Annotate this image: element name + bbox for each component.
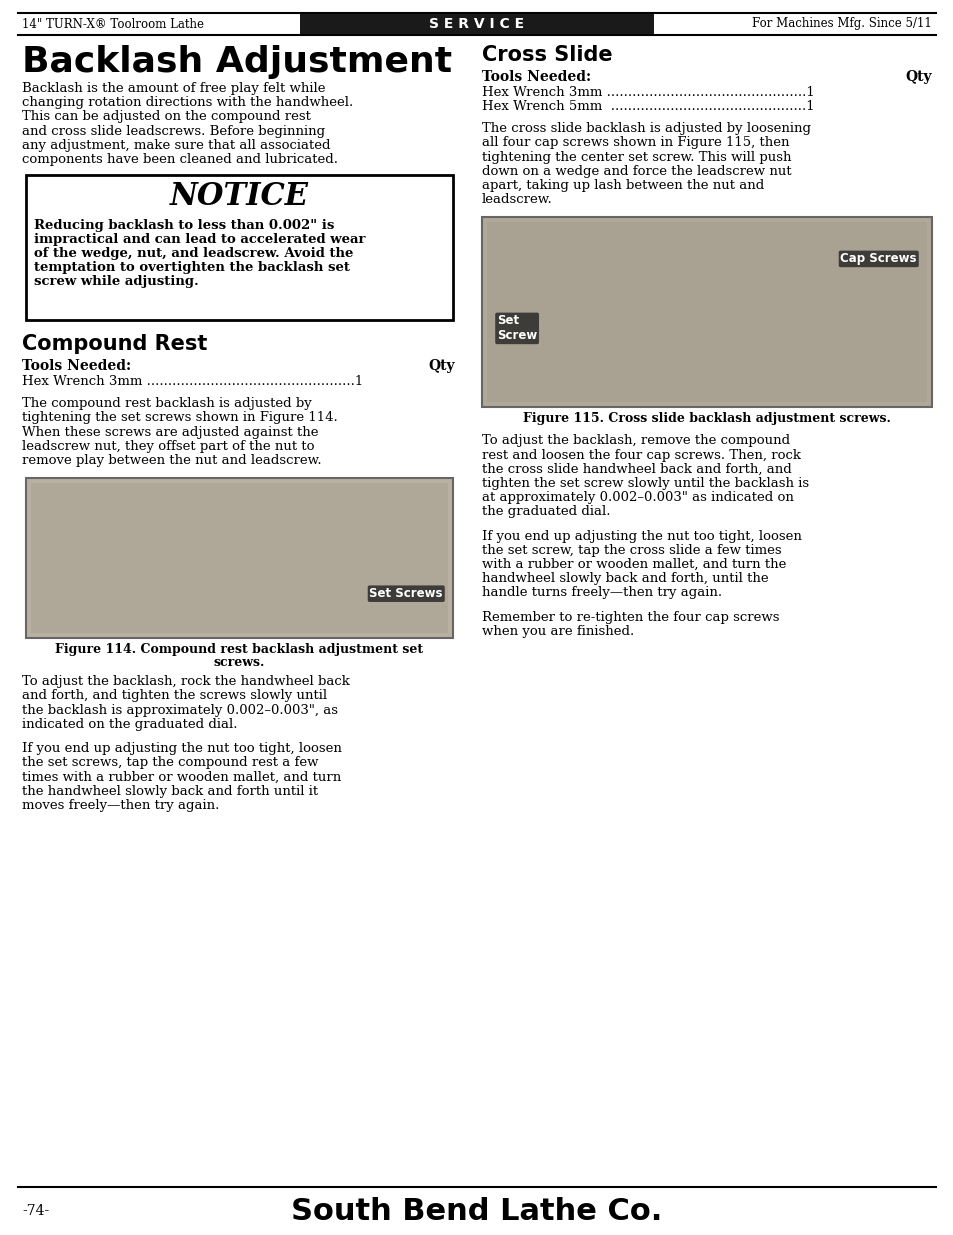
Text: Backlash Adjustment: Backlash Adjustment [22, 44, 452, 79]
Text: tightening the center set screw. This will push: tightening the center set screw. This wi… [481, 151, 791, 163]
Text: moves freely—then try again.: moves freely—then try again. [22, 799, 219, 811]
Text: When these screws are adjusted against the: When these screws are adjusted against t… [22, 426, 318, 438]
Text: and cross slide leadscrews. Before beginning: and cross slide leadscrews. Before begin… [22, 125, 325, 137]
Text: This can be adjusted on the compound rest: This can be adjusted on the compound res… [22, 110, 311, 124]
Text: South Bend Lathe Co.: South Bend Lathe Co. [291, 1197, 662, 1225]
Text: leadscrew.: leadscrew. [481, 193, 552, 206]
Text: Remember to re-tighten the four cap screws: Remember to re-tighten the four cap scre… [481, 610, 779, 624]
Text: indicated on the graduated dial.: indicated on the graduated dial. [22, 718, 237, 731]
Text: and forth, and tighten the screws slowly until: and forth, and tighten the screws slowly… [22, 689, 327, 703]
Text: the handwheel slowly back and forth until it: the handwheel slowly back and forth unti… [22, 784, 317, 798]
Text: Cross Slide: Cross Slide [481, 44, 612, 65]
Text: screw while adjusting.: screw while adjusting. [34, 275, 198, 288]
Text: all four cap screws shown in Figure 115, then: all four cap screws shown in Figure 115,… [481, 136, 789, 149]
Text: To adjust the backlash, remove the compound: To adjust the backlash, remove the compo… [481, 435, 789, 447]
Text: the graduated dial.: the graduated dial. [481, 505, 610, 519]
Text: Qty: Qty [428, 359, 455, 373]
Text: Hex Wrench 3mm .................................................1: Hex Wrench 3mm .........................… [22, 375, 363, 388]
Text: remove play between the nut and leadscrew.: remove play between the nut and leadscre… [22, 454, 321, 467]
Text: 14" TURN-X® Toolroom Lathe: 14" TURN-X® Toolroom Lathe [22, 17, 204, 31]
Text: handle turns freely—then try again.: handle turns freely—then try again. [481, 587, 721, 599]
Text: at approximately 0.002–0.003" as indicated on: at approximately 0.002–0.003" as indicat… [481, 492, 793, 504]
Text: rest and loosen the four cap screws. Then, rock: rest and loosen the four cap screws. The… [481, 448, 801, 462]
Text: tighten the set screw slowly until the backlash is: tighten the set screw slowly until the b… [481, 477, 808, 490]
Text: Figure 114. Compound rest backlash adjustment set: Figure 114. Compound rest backlash adjus… [55, 643, 423, 656]
Text: temptation to overtighten the backlash set: temptation to overtighten the backlash s… [34, 261, 350, 274]
Text: the set screw, tap the cross slide a few times: the set screw, tap the cross slide a few… [481, 543, 781, 557]
Text: If you end up adjusting the nut too tight, loosen: If you end up adjusting the nut too tigh… [481, 530, 801, 542]
Text: with a rubber or wooden mallet, and turn the: with a rubber or wooden mallet, and turn… [481, 558, 785, 571]
Text: the backlash is approximately 0.002–0.003", as: the backlash is approximately 0.002–0.00… [22, 704, 337, 716]
Bar [30, 483, 448, 634]
Text: leadscrew nut, they offset part of the nut to: leadscrew nut, they offset part of the n… [22, 440, 314, 453]
Text: tightening the set screws shown in Figure 114.: tightening the set screws shown in Figur… [22, 411, 337, 425]
Text: The compound rest backlash is adjusted by: The compound rest backlash is adjusted b… [22, 398, 312, 410]
Text: impractical and can lead to accelerated wear: impractical and can lead to accelerated … [34, 233, 365, 246]
Text: S E R V I C E: S E R V I C E [429, 17, 524, 31]
Bar [481, 217, 931, 408]
Text: times with a rubber or wooden mallet, and turn: times with a rubber or wooden mallet, an… [22, 771, 341, 783]
Text: changing rotation directions with the handwheel.: changing rotation directions with the ha… [22, 96, 353, 109]
Text: Qty: Qty [904, 70, 931, 84]
Text: screws.: screws. [213, 656, 265, 669]
Text: the cross slide handwheel back and forth, and: the cross slide handwheel back and forth… [481, 463, 791, 475]
Text: handwheel slowly back and forth, until the: handwheel slowly back and forth, until t… [481, 572, 768, 585]
Text: of the wedge, nut, and leadscrew. Avoid the: of the wedge, nut, and leadscrew. Avoid … [34, 247, 353, 261]
Text: the set screws, tap the compound rest a few: the set screws, tap the compound rest a … [22, 756, 318, 769]
Text: Compound Rest: Compound Rest [22, 335, 207, 354]
Text: Backlash is the amount of free play felt while: Backlash is the amount of free play felt… [22, 82, 325, 95]
Text: To adjust the backlash, rock the handwheel back: To adjust the backlash, rock the handwhe… [22, 676, 350, 688]
Text: For Machines Mfg. Since 5/11: For Machines Mfg. Since 5/11 [752, 17, 931, 31]
Text: when you are finished.: when you are finished. [481, 625, 634, 637]
Text: Set Screws: Set Screws [369, 587, 442, 600]
Bar [486, 222, 926, 403]
Text: Hex Wrench 5mm  ..............................................1: Hex Wrench 5mm .........................… [481, 100, 814, 114]
Bar [26, 175, 453, 320]
Bar [26, 478, 453, 638]
Text: any adjustment, make sure that all associated: any adjustment, make sure that all assoc… [22, 138, 330, 152]
Text: Tools Needed:: Tools Needed: [22, 359, 131, 373]
Text: apart, taking up lash between the nut and: apart, taking up lash between the nut an… [481, 179, 763, 191]
Text: Cap Screws: Cap Screws [840, 252, 916, 266]
Text: -74-: -74- [22, 1204, 50, 1218]
Text: Tools Needed:: Tools Needed: [481, 70, 591, 84]
Text: down on a wedge and force the leadscrew nut: down on a wedge and force the leadscrew … [481, 164, 791, 178]
Bar [299, 14, 654, 35]
Text: If you end up adjusting the nut too tight, loosen: If you end up adjusting the nut too tigh… [22, 742, 341, 755]
Text: components have been cleaned and lubricated.: components have been cleaned and lubrica… [22, 153, 337, 165]
Text: Set
Screw: Set Screw [497, 315, 537, 342]
Text: NOTICE: NOTICE [170, 182, 309, 212]
Text: Figure 115. Cross slide backlash adjustment screws.: Figure 115. Cross slide backlash adjustm… [522, 412, 890, 425]
Text: Reducing backlash to less than 0.002" is: Reducing backlash to less than 0.002" is [34, 219, 334, 232]
Text: Hex Wrench 3mm ...............................................1: Hex Wrench 3mm .........................… [481, 86, 814, 99]
Text: The cross slide backlash is adjusted by loosening: The cross slide backlash is adjusted by … [481, 122, 810, 135]
